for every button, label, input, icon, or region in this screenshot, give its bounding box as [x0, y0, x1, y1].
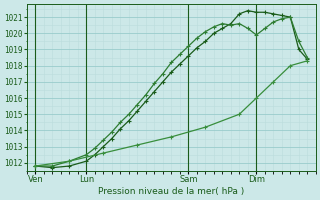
X-axis label: Pression niveau de la mer( hPa ): Pression niveau de la mer( hPa ): [98, 187, 244, 196]
